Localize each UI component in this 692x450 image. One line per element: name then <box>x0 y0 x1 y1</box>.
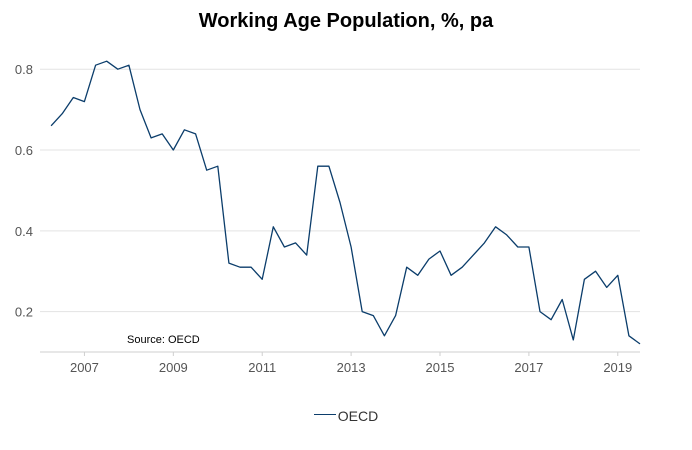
data-point-0-2[interactable] <box>73 97 74 98</box>
data-point-0-25[interactable] <box>328 166 329 167</box>
data-point-0-9[interactable] <box>151 137 152 138</box>
x-tick-label-1: 2009 <box>159 360 188 375</box>
x-tick-label-2: 2011 <box>248 360 276 375</box>
data-point-0-53[interactable] <box>639 343 640 344</box>
data-point-0-6[interactable] <box>117 69 118 70</box>
data-point-0-49[interactable] <box>595 271 596 272</box>
source-note: Source: OECD <box>127 334 200 346</box>
data-point-0-19[interactable] <box>262 279 263 280</box>
data-point-0-51[interactable] <box>617 275 618 276</box>
x-tick-label-5: 2017 <box>514 360 543 375</box>
data-point-0-40[interactable] <box>495 226 496 227</box>
data-point-0-11[interactable] <box>173 149 174 150</box>
data-point-0-43[interactable] <box>528 246 529 247</box>
data-point-0-24[interactable] <box>317 166 318 167</box>
y-tick-label-1: 0.4 <box>15 224 33 239</box>
data-point-0-17[interactable] <box>239 267 240 268</box>
data-point-0-30[interactable] <box>384 335 385 336</box>
data-point-0-12[interactable] <box>184 129 185 130</box>
data-point-0-23[interactable] <box>306 255 307 256</box>
data-point-0-33[interactable] <box>417 275 418 276</box>
data-point-0-45[interactable] <box>551 319 552 320</box>
data-point-0-42[interactable] <box>517 246 518 247</box>
y-tick-label-0: 0.2 <box>15 305 33 320</box>
data-point-0-39[interactable] <box>484 242 485 243</box>
chart-title: Working Age Population, %, pa <box>198 10 494 32</box>
x-tick-label-6: 2019 <box>603 360 632 375</box>
data-point-0-41[interactable] <box>506 234 507 235</box>
data-point-0-0[interactable] <box>51 125 52 126</box>
legend-swatch <box>313 413 336 415</box>
legend-item-oecd[interactable]: OECD <box>313 408 379 424</box>
data-point-0-14[interactable] <box>206 170 207 171</box>
data-point-0-27[interactable] <box>351 246 352 247</box>
data-point-0-26[interactable] <box>339 202 340 203</box>
legend-label: OECD <box>337 408 379 424</box>
data-point-0-20[interactable] <box>273 226 274 227</box>
data-point-0-44[interactable] <box>539 311 540 312</box>
data-point-0-28[interactable] <box>362 311 363 312</box>
data-point-0-35[interactable] <box>439 250 440 251</box>
data-point-0-5[interactable] <box>106 61 107 62</box>
y-tick-label-3: 0.8 <box>15 62 33 77</box>
data-point-0-13[interactable] <box>195 133 196 134</box>
data-point-0-38[interactable] <box>473 255 474 256</box>
data-point-0-4[interactable] <box>95 65 96 66</box>
legend: OECD <box>0 408 692 424</box>
data-point-0-16[interactable] <box>228 263 229 264</box>
data-point-0-50[interactable] <box>606 287 607 288</box>
data-point-0-21[interactable] <box>284 246 285 247</box>
data-point-0-1[interactable] <box>62 113 63 114</box>
y-tick-label-2: 0.6 <box>15 143 33 158</box>
x-tick-label-3: 2013 <box>337 360 366 375</box>
data-point-0-29[interactable] <box>373 315 374 316</box>
data-point-0-10[interactable] <box>162 133 163 134</box>
data-point-0-48[interactable] <box>584 279 585 280</box>
data-point-0-22[interactable] <box>295 242 296 243</box>
x-tick-label-4: 2015 <box>426 360 455 375</box>
series-line-oecd[interactable] <box>50 60 641 345</box>
data-point-0-34[interactable] <box>428 259 429 260</box>
data-point-0-7[interactable] <box>128 65 129 66</box>
data-point-0-36[interactable] <box>451 275 452 276</box>
x-tick-label-0: 2007 <box>70 360 99 375</box>
data-point-0-8[interactable] <box>139 109 140 110</box>
data-point-0-31[interactable] <box>395 315 396 316</box>
data-point-0-47[interactable] <box>573 339 574 340</box>
data-point-0-46[interactable] <box>562 299 563 300</box>
data-point-0-52[interactable] <box>628 335 629 336</box>
data-point-0-18[interactable] <box>251 267 252 268</box>
data-point-0-37[interactable] <box>462 267 463 268</box>
data-point-0-32[interactable] <box>406 267 407 268</box>
data-point-0-3[interactable] <box>84 101 85 102</box>
data-point-0-15[interactable] <box>217 166 218 167</box>
